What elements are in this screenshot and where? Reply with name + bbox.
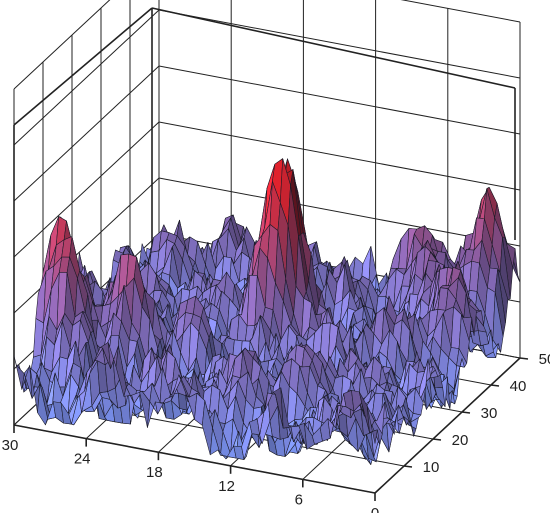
back-wall-grid-line xyxy=(13,177,160,314)
surface-patch xyxy=(366,405,378,444)
side-wall-grid-line xyxy=(400,0,521,23)
back-wall-grid-line xyxy=(13,121,160,258)
y-axis-line xyxy=(374,357,521,494)
x-tick-label: 6 xyxy=(295,491,303,508)
x-tick-labels: 30 24 18 12 6 0 xyxy=(2,437,380,513)
y-tick-label: 20 xyxy=(452,432,469,449)
surface-mesh xyxy=(13,158,521,465)
y-tick-mark xyxy=(403,465,413,468)
side-wall-grid-line xyxy=(158,9,521,79)
back-wall-top-edge xyxy=(151,7,516,89)
back-wall-grid-line xyxy=(13,65,160,202)
back-wall-left-edge xyxy=(13,7,153,126)
y-tick-label: 10 xyxy=(423,459,440,476)
y-tick-labels: 10 20 30 40 50 xyxy=(423,351,550,476)
y-tick-mark xyxy=(519,357,529,360)
y-tick-mark xyxy=(490,384,500,387)
side-wall-grid-line xyxy=(158,177,521,247)
x-tick-label: 18 xyxy=(146,464,163,481)
x-tick-label: 12 xyxy=(218,478,235,495)
y-tick-label: 50 xyxy=(539,351,550,368)
y-tick-mark xyxy=(432,438,442,441)
front-axes xyxy=(13,357,529,501)
y-tick-label: 40 xyxy=(510,378,527,395)
side-wall-grid-line xyxy=(158,65,521,135)
back-wall-grid-line xyxy=(13,9,160,146)
y-tick-label: 30 xyxy=(481,405,498,422)
x-tick-label: 30 xyxy=(2,437,19,454)
y-tick-mark xyxy=(461,411,471,414)
x-tick-label: 0 xyxy=(371,505,379,513)
x-tick-label: 24 xyxy=(74,451,91,468)
back-wall-grid-line xyxy=(13,0,111,90)
side-wall-grid-line xyxy=(158,121,521,191)
x-axis-line xyxy=(13,424,376,494)
